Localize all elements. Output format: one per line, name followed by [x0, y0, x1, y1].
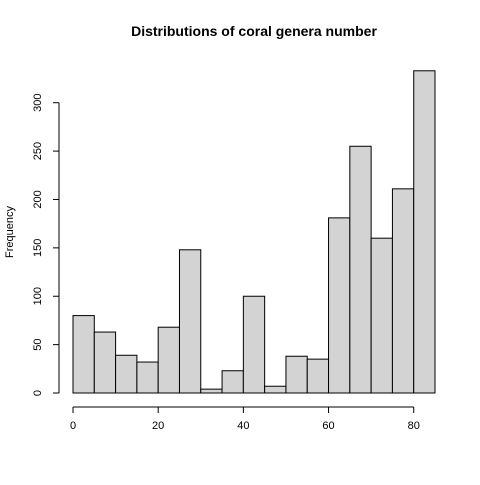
y-tick-label-250: 250 — [32, 142, 44, 160]
histogram-bar-10 — [285, 355, 308, 394]
y-axis: 0 50 100 150 200 250 300 — [32, 94, 60, 396]
histogram-bar-7 — [221, 370, 244, 394]
histogram-bar-2 — [115, 354, 138, 394]
histogram-bar-14 — [370, 237, 393, 394]
x-tick-label-80: 80 — [408, 420, 420, 432]
x-tick-label-60: 60 — [322, 420, 334, 432]
x-tick-label-0: 0 — [70, 420, 76, 432]
histogram-bar-0 — [72, 315, 95, 394]
x-axis: 0 20 40 60 80 — [70, 406, 420, 432]
y-axis-label: Frequency — [4, 206, 16, 258]
y-tick-label-100: 100 — [32, 287, 44, 305]
histogram-bar-9 — [264, 385, 287, 394]
histogram-bar-8 — [242, 295, 266, 394]
y-tick-label-50: 50 — [32, 338, 44, 350]
y-tick-label-0: 0 — [32, 390, 44, 396]
y-tick-label-200: 200 — [32, 190, 44, 208]
histogram-bar-1 — [93, 331, 117, 394]
histogram-bar-5 — [178, 249, 202, 394]
histogram-bar-3 — [136, 361, 159, 394]
x-tick-label-40: 40 — [237, 420, 249, 432]
histogram-bar-15 — [391, 188, 415, 394]
chart-title: Distributions of coral genera number — [131, 23, 377, 39]
histogram-bar-12 — [328, 217, 351, 394]
y-tick-label-300: 300 — [32, 94, 44, 112]
bars-group — [72, 70, 436, 394]
y-tick-label-150: 150 — [32, 239, 44, 257]
histogram-bar-16 — [413, 70, 436, 394]
histogram-bar-11 — [306, 358, 330, 394]
histogram-bar-4 — [157, 326, 180, 394]
histogram-bar-6 — [200, 388, 223, 394]
x-tick-label-20: 20 — [152, 420, 164, 432]
histogram-bar-13 — [349, 145, 372, 394]
